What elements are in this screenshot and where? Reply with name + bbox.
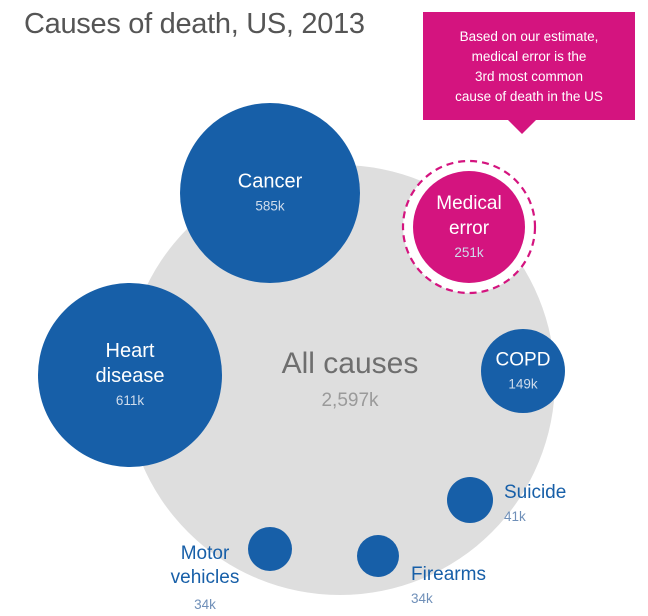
heart-disease-bubble — [38, 283, 222, 467]
medical-error-value: 251k — [454, 245, 484, 260]
chart-title: Causes of death, US, 2013 — [24, 8, 365, 40]
callout-box: Based on our estimate, medical error is … — [423, 12, 635, 134]
suicide-label: Suicide — [504, 482, 566, 503]
suicide-bubble — [447, 477, 493, 523]
all-causes-label: All causes — [282, 347, 419, 380]
heart-disease-value: 611k — [116, 393, 145, 408]
cancer-bubble — [180, 103, 360, 283]
medical-error-bubble — [413, 171, 525, 283]
heart-disease-label: disease — [96, 365, 165, 387]
firearms-bubble — [357, 535, 399, 577]
cancer-value: 585k — [255, 199, 285, 214]
cancer-label: Cancer — [238, 171, 303, 193]
motor-vehicles-label: Motor — [181, 543, 230, 564]
callout-line: medical error is the — [471, 49, 587, 64]
medical-error-label: error — [449, 218, 490, 239]
copd-bubble — [481, 329, 565, 413]
firearms-value: 34k — [411, 591, 433, 606]
medical-error-label: Medical — [436, 193, 501, 214]
suicide-value: 41k — [504, 509, 526, 524]
copd-label: COPD — [496, 350, 551, 371]
callout-line: 3rd most common — [474, 69, 584, 84]
copd-value: 149k — [508, 377, 538, 392]
heart-disease-label: Heart — [106, 340, 155, 362]
callout-line: Based on our estimate, — [459, 29, 599, 44]
firearms-label: Firearms — [411, 564, 486, 585]
motor-vehicles-label: vehicles — [171, 567, 240, 588]
all-causes-value: 2,597k — [321, 390, 379, 411]
motor-vehicles-value: 34k — [194, 597, 216, 612]
callout-line: cause of death in the US — [455, 89, 603, 104]
motor-vehicles-bubble — [248, 527, 292, 571]
